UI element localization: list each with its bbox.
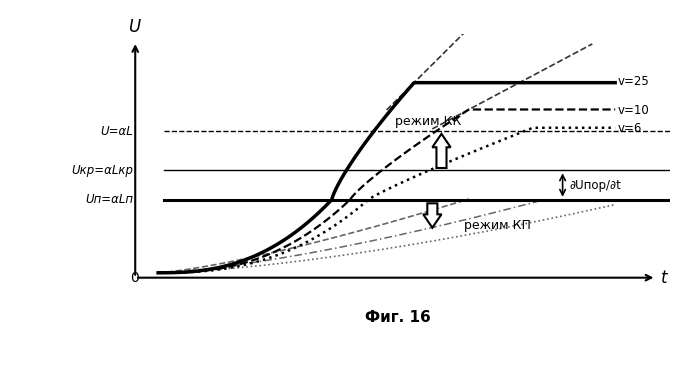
Text: 0: 0 xyxy=(130,271,138,285)
Text: Uп=αLп: Uп=αLп xyxy=(85,193,133,206)
Text: Фиг. 16: Фиг. 16 xyxy=(365,310,431,325)
Polygon shape xyxy=(423,203,442,228)
Text: U=αL: U=αL xyxy=(100,125,133,138)
Text: U: U xyxy=(128,18,140,36)
Text: v=25: v=25 xyxy=(617,75,649,88)
Text: режим КК: режим КК xyxy=(394,115,461,128)
Text: режим КП: режим КП xyxy=(464,219,531,232)
Text: v=10: v=10 xyxy=(617,104,649,117)
Text: Uкр=αLкр: Uкр=αLкр xyxy=(71,164,133,177)
Text: v=6: v=6 xyxy=(617,123,642,135)
Text: t: t xyxy=(661,269,668,287)
Polygon shape xyxy=(433,134,451,168)
Text: ∂Uпор/∂t: ∂Uпор/∂t xyxy=(570,178,621,192)
